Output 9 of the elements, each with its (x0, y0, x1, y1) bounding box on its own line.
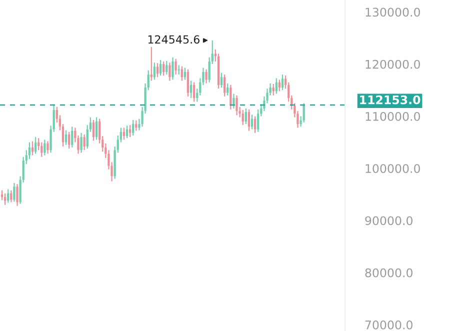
annotation: 124545.6 (148, 35, 200, 44)
y-tick-label: 80000.0 (365, 268, 412, 278)
y-tick-label: 130000.0 (366, 8, 420, 17)
y-tick-label: 100000.0 (366, 164, 420, 174)
y-tick-label: 70000.0 (365, 320, 412, 330)
y-tick-label: 120000.0 (366, 60, 420, 69)
y-tick-label: 110000.0 (366, 112, 420, 121)
y-tick-label: 90000.0 (365, 216, 412, 226)
ref-line-label: 112153.0 (360, 95, 420, 104)
